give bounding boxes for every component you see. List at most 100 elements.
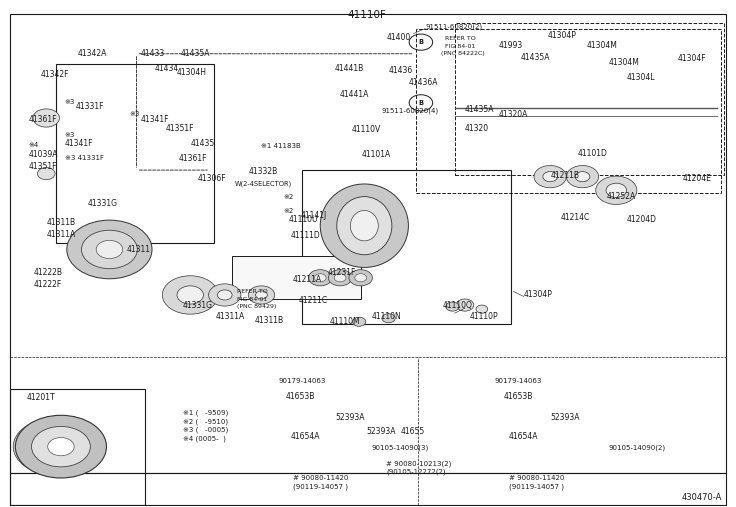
Circle shape [67, 220, 152, 279]
Text: 91511-60820(4): 91511-60820(4) [381, 107, 439, 114]
Text: REFER TO: REFER TO [445, 36, 476, 41]
Circle shape [606, 183, 626, 197]
Text: 41110M: 41110M [330, 317, 361, 327]
Text: 41433: 41433 [141, 49, 165, 58]
Circle shape [48, 438, 74, 456]
Text: 41435A: 41435A [521, 53, 551, 62]
Circle shape [308, 270, 332, 286]
Bar [232, 256, 361, 299]
Text: B: B [418, 100, 423, 106]
Bar [302, 170, 512, 324]
Text: 41654A: 41654A [509, 432, 539, 441]
Text: (90119-14057 ): (90119-14057 ) [509, 484, 564, 490]
Text: 41201T: 41201T [26, 393, 55, 402]
Text: ※3 41331F: ※3 41331F [65, 156, 104, 161]
Circle shape [13, 419, 94, 475]
Bar [10, 474, 726, 505]
Text: W(2-4SELECTOR): W(2-4SELECTOR) [234, 180, 291, 187]
Text: ※2: ※2 [283, 207, 294, 213]
Text: 90179-14063: 90179-14063 [495, 378, 542, 384]
Circle shape [255, 291, 267, 299]
Text: ※2: ※2 [283, 194, 294, 200]
Text: 41320: 41320 [465, 124, 489, 133]
Text: 41436: 41436 [389, 66, 413, 75]
Text: ※3: ※3 [65, 132, 75, 138]
Text: 41304F: 41304F [678, 54, 707, 63]
Circle shape [96, 240, 123, 259]
Circle shape [82, 230, 138, 269]
Text: 52393A: 52393A [335, 413, 364, 422]
Text: (PNC 89429): (PNC 89429) [237, 304, 277, 309]
Text: 52393A: 52393A [551, 413, 580, 422]
Text: 41331G: 41331G [88, 199, 117, 208]
Text: 41252A: 41252A [606, 192, 636, 201]
Text: 41110P: 41110P [470, 312, 498, 321]
Text: 41304P: 41304P [548, 30, 577, 40]
Text: 90105-14090(2): 90105-14090(2) [609, 445, 666, 451]
Circle shape [208, 284, 241, 306]
Circle shape [353, 317, 366, 327]
Text: 41110F: 41110F [347, 10, 386, 20]
Text: 41441A: 41441A [340, 90, 369, 99]
Circle shape [15, 415, 107, 478]
Text: 41110V: 41110V [352, 125, 381, 134]
Text: 41039A: 41039A [29, 151, 58, 159]
Text: 41311A: 41311A [215, 312, 244, 321]
Circle shape [217, 290, 232, 300]
Text: 41304M: 41304M [609, 58, 640, 67]
Circle shape [38, 167, 55, 179]
Circle shape [349, 270, 372, 286]
Circle shape [446, 302, 459, 311]
Text: 90179-14063: 90179-14063 [278, 378, 326, 384]
Text: ※1 (   -9509): ※1 ( -9509) [183, 410, 228, 416]
Bar [416, 28, 721, 193]
Text: 41435A: 41435A [180, 49, 210, 58]
Text: 41304L: 41304L [626, 73, 655, 82]
Text: FIG 84-01: FIG 84-01 [445, 44, 475, 49]
Text: ※3 (   -0005): ※3 ( -0005) [183, 427, 228, 433]
Text: 41436A: 41436A [408, 78, 438, 87]
Text: 41110N: 41110N [372, 312, 401, 321]
Text: 41434: 41434 [155, 64, 179, 74]
Text: 41231F: 41231F [328, 268, 356, 277]
Circle shape [32, 426, 91, 467]
Text: FIG 84-01: FIG 84-01 [237, 297, 267, 302]
Text: 41101A: 41101A [362, 151, 392, 159]
Text: 41101D: 41101D [577, 149, 607, 158]
Text: 41211B: 41211B [551, 171, 579, 179]
Text: 41351F: 41351F [29, 162, 57, 171]
Text: # 90080-10213(2): # 90080-10213(2) [386, 460, 452, 466]
Text: 41311B: 41311B [254, 316, 283, 325]
Text: 41110Q: 41110Q [443, 301, 473, 310]
Circle shape [456, 299, 474, 311]
Circle shape [543, 171, 558, 182]
Circle shape [69, 223, 146, 276]
Circle shape [575, 171, 590, 182]
Text: 41435A: 41435A [465, 105, 495, 114]
Text: 430470-A: 430470-A [682, 493, 722, 502]
Text: (PNC 84222C): (PNC 84222C) [442, 51, 485, 56]
Circle shape [33, 109, 60, 127]
Circle shape [32, 431, 76, 462]
Text: ※3: ※3 [65, 99, 75, 105]
Text: # 90080-11420: # 90080-11420 [509, 476, 565, 482]
Text: 41211C: 41211C [298, 296, 328, 305]
Text: 41204D: 41204D [626, 214, 657, 224]
Circle shape [177, 286, 203, 304]
Text: ※4 (0005-  ): ※4 (0005- ) [183, 436, 226, 442]
Text: 41204E: 41204E [682, 174, 711, 183]
Text: 41331F: 41331F [76, 102, 104, 112]
Circle shape [566, 165, 598, 188]
Text: 90105-14090(3): 90105-14090(3) [372, 445, 429, 451]
Ellipse shape [320, 184, 408, 267]
Text: 41304H: 41304H [177, 68, 207, 77]
Text: 41222B: 41222B [34, 268, 63, 277]
Text: 41361F: 41361F [178, 154, 207, 163]
Text: 41654A: 41654A [291, 432, 320, 441]
Text: B: B [418, 39, 423, 45]
Text: 41311B: 41311B [46, 218, 75, 227]
Bar [455, 23, 723, 175]
Text: 41331G: 41331G [183, 301, 213, 310]
Text: 41311: 41311 [127, 245, 151, 254]
Text: ※4: ※4 [29, 142, 39, 148]
